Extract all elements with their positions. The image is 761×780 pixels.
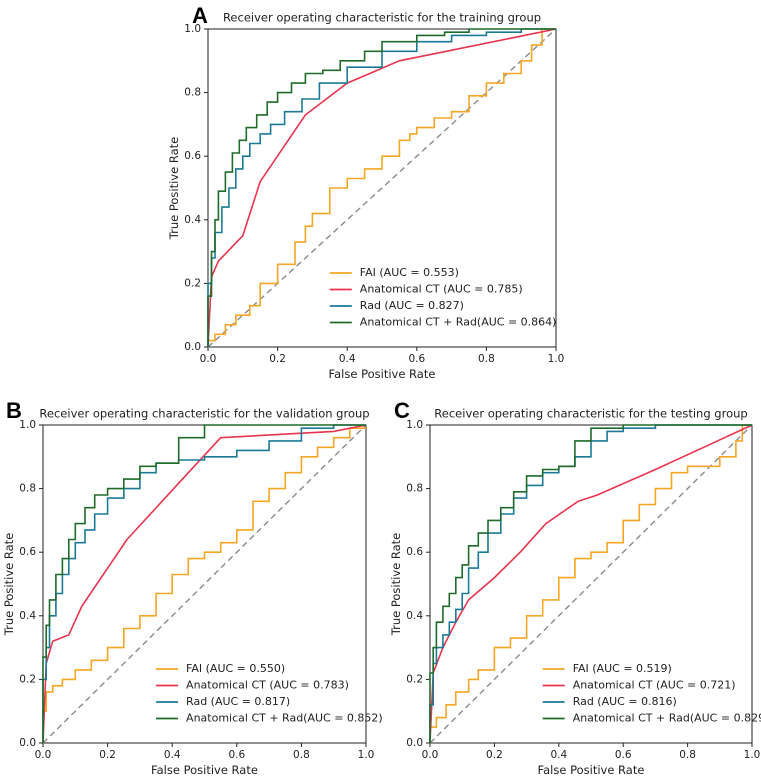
- panel-c: C Receiver operating characteristic for t…: [389, 398, 761, 777]
- x-tick-label: 0.0: [422, 749, 439, 761]
- y-tick-label: 0.6: [19, 546, 36, 558]
- y-tick-label: 0.0: [19, 737, 36, 749]
- y-tick-label: 0.2: [406, 673, 423, 685]
- x-tick-label: 0.6: [615, 749, 632, 761]
- y-tick-label: 1.0: [184, 23, 201, 35]
- x-tick-label: 0.4: [164, 749, 181, 761]
- chance-line: [429, 424, 753, 744]
- y-tick-label: 0.2: [19, 673, 36, 685]
- panel-letter: C: [394, 398, 410, 423]
- x-tick-label: 0.0: [200, 353, 217, 365]
- x-axis-label: False Positive Rate: [329, 367, 436, 381]
- x-tick-label: 0.2: [99, 749, 116, 761]
- y-tick-label: 0.6: [406, 546, 423, 558]
- roc-line-series-4: [429, 424, 752, 743]
- roc-line-series-1: [207, 28, 556, 347]
- x-tick-label: 0.4: [550, 749, 567, 761]
- x-axis-label: False Positive Rate: [151, 763, 258, 777]
- x-tick-label: 0.6: [228, 749, 245, 761]
- legend-label: Anatomical CT + Rad(AUC = 0.864): [360, 316, 557, 329]
- y-tick-label: 0.0: [184, 341, 201, 353]
- y-tick-label: 0.6: [184, 150, 201, 162]
- roc-line-series-2: [42, 424, 367, 744]
- y-tick-label: 1.0: [406, 419, 423, 431]
- legend-label: Rad (AUC = 0.817): [186, 695, 290, 708]
- chart-title: Receiver operating characteristic for th…: [39, 407, 369, 421]
- roc-line-series-3: [42, 424, 366, 743]
- roc-line-series-1: [42, 427, 366, 743]
- y-tick-label: 0.2: [184, 277, 201, 289]
- y-tick-label: 0.8: [184, 87, 201, 99]
- legend-label: Anatomical CT + Rad(AUC = 0.852): [186, 712, 383, 725]
- y-tick-label: 0.8: [406, 483, 423, 495]
- roc-line-series-2: [207, 28, 557, 348]
- x-tick-label: 0.0: [35, 749, 52, 761]
- legend-label: FAI (AUC = 0.519): [573, 662, 672, 675]
- y-axis-label: True Positive Rate: [389, 533, 403, 636]
- y-tick-label: 0.4: [406, 610, 423, 622]
- legend-label: FAI (AUC = 0.553): [360, 266, 459, 279]
- chance-line: [207, 28, 557, 348]
- legend-label: Anatomical CT (AUC = 0.785): [360, 283, 523, 296]
- x-tick-label: 1.0: [548, 353, 565, 365]
- panel-a: A Receiver operating characteristic for t…: [167, 3, 564, 381]
- x-axis-label: False Positive Rate: [538, 763, 645, 777]
- y-axis-label: True Positive Rate: [2, 533, 16, 636]
- roc-line-series-4: [42, 424, 366, 743]
- roc-line-series-1: [429, 424, 752, 743]
- x-tick-label: 0.6: [408, 353, 425, 365]
- legend-label: Anatomical CT (AUC = 0.721): [573, 679, 736, 692]
- legend-label: Rad (AUC = 0.827): [360, 299, 464, 312]
- x-tick-label: 1.0: [358, 749, 375, 761]
- panel-b: B Receiver operating characteristic for t…: [2, 398, 383, 777]
- x-tick-label: 0.8: [478, 353, 495, 365]
- roc-line-series-4: [207, 28, 556, 347]
- y-tick-label: 1.0: [19, 419, 36, 431]
- y-tick-label: 0.4: [184, 214, 201, 226]
- y-tick-label: 0.8: [19, 483, 36, 495]
- roc-line-series-3: [207, 28, 556, 347]
- x-tick-label: 1.0: [744, 749, 761, 761]
- chart-title: Receiver operating characteristic for th…: [223, 11, 541, 25]
- panel-letter: B: [6, 398, 22, 423]
- chart-title: Receiver operating characteristic for th…: [434, 407, 747, 421]
- y-tick-label: 0.4: [19, 610, 36, 622]
- x-tick-label: 0.2: [269, 353, 286, 365]
- x-tick-label: 0.8: [293, 749, 310, 761]
- x-tick-label: 0.8: [679, 749, 696, 761]
- x-tick-label: 0.2: [486, 749, 503, 761]
- x-tick-label: 0.4: [339, 353, 356, 365]
- legend-label: Anatomical CT + Rad(AUC = 0.829): [573, 712, 761, 725]
- y-tick-label: 0.0: [406, 737, 423, 749]
- panel-letter: A: [192, 3, 208, 28]
- legend-label: FAI (AUC = 0.550): [186, 662, 285, 675]
- legend-label: Anatomical CT (AUC = 0.783): [186, 679, 349, 692]
- y-axis-label: True Positive Rate: [167, 137, 181, 240]
- chance-line: [42, 424, 367, 744]
- legend-label: Rad (AUC = 0.816): [573, 695, 677, 708]
